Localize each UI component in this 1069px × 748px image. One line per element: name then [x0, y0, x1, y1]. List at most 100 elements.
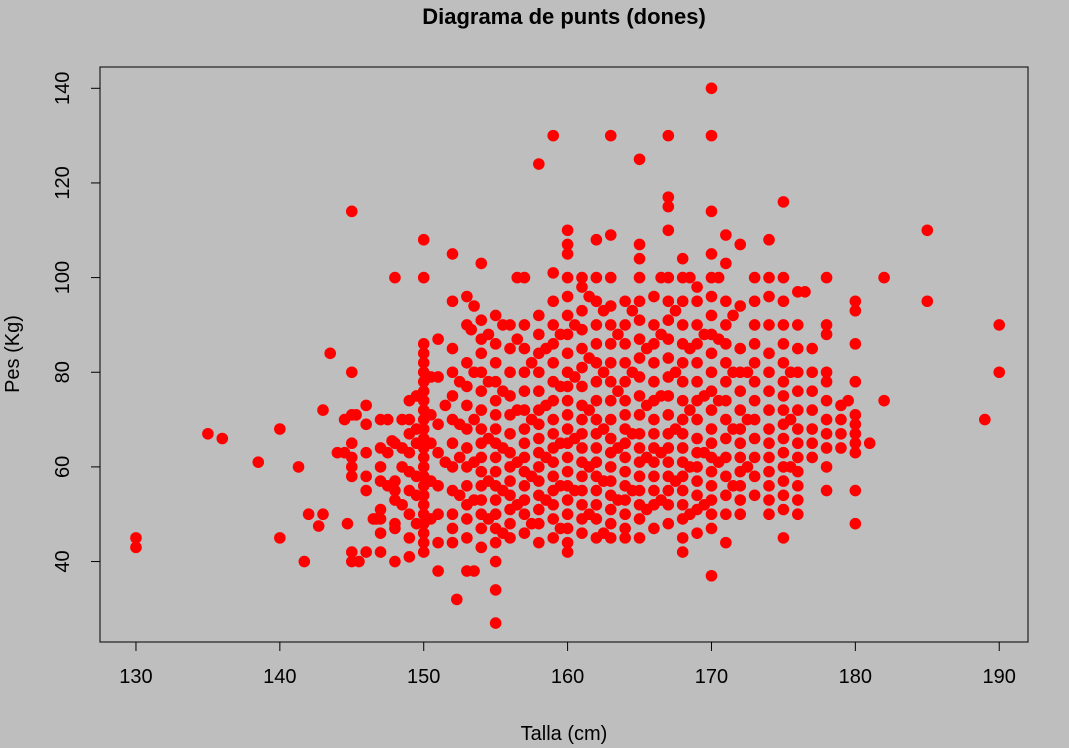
data-point — [633, 314, 646, 326]
data-point — [705, 290, 718, 303]
data-point — [720, 375, 732, 388]
data-point — [662, 295, 675, 308]
data-point — [835, 442, 847, 454]
data-point — [461, 532, 473, 544]
data-point — [662, 390, 675, 402]
data-point — [533, 503, 545, 516]
data-point — [741, 461, 754, 473]
data-point — [489, 451, 502, 464]
data-point — [820, 427, 833, 440]
data-point — [489, 494, 502, 506]
data-point — [799, 285, 811, 298]
data-point — [633, 390, 646, 402]
data-point — [648, 319, 660, 331]
data-point — [446, 390, 459, 402]
data-point — [381, 413, 394, 426]
data-point — [345, 437, 358, 450]
data-point — [381, 446, 394, 459]
data-point — [676, 356, 689, 369]
data-point — [748, 394, 761, 407]
data-point — [504, 517, 516, 530]
data-point — [684, 404, 696, 416]
data-point — [748, 470, 761, 483]
data-point — [748, 356, 761, 369]
data-point — [633, 252, 646, 265]
data-point — [590, 338, 603, 350]
data-point — [791, 494, 804, 506]
data-point — [820, 413, 833, 426]
data-point — [734, 451, 747, 464]
data-point — [604, 300, 617, 312]
data-point — [451, 593, 463, 606]
data-point — [425, 409, 437, 421]
data-point — [777, 489, 790, 502]
data-point — [835, 427, 847, 440]
data-point — [403, 508, 416, 521]
data-point — [691, 461, 703, 473]
data-point — [345, 205, 358, 218]
data-point — [691, 338, 703, 350]
data-point — [518, 451, 531, 464]
data-point — [417, 423, 430, 435]
data-point — [518, 437, 531, 450]
data-point — [705, 248, 718, 260]
data-point — [475, 347, 488, 360]
data-point — [676, 394, 689, 407]
data-point — [561, 328, 574, 341]
data-point — [568, 371, 581, 383]
data-point — [763, 451, 775, 464]
data-point — [533, 517, 545, 530]
data-point — [518, 480, 531, 492]
data-point — [475, 541, 488, 554]
data-point — [489, 338, 502, 350]
data-point — [820, 366, 833, 379]
data-point — [432, 480, 444, 492]
data-point — [633, 409, 646, 421]
data-point — [734, 423, 747, 435]
data-point — [518, 319, 531, 331]
data-point — [489, 394, 502, 407]
data-point — [734, 494, 747, 506]
data-point — [763, 494, 775, 506]
data-point — [489, 423, 502, 435]
data-point — [619, 532, 631, 544]
data-point — [389, 522, 401, 535]
data-point — [676, 532, 689, 544]
data-point — [561, 546, 574, 558]
data-point — [648, 427, 660, 440]
data-point — [547, 338, 560, 350]
data-point — [705, 129, 718, 142]
data-point — [446, 248, 459, 260]
data-point — [417, 233, 430, 246]
data-point — [576, 484, 588, 497]
data-point — [292, 461, 305, 473]
data-point — [432, 536, 444, 549]
data-point — [842, 394, 854, 407]
data-point — [849, 517, 862, 530]
data-point — [662, 517, 675, 530]
data-point — [561, 271, 574, 284]
data-point — [691, 527, 703, 539]
data-point — [475, 451, 488, 464]
data-point — [777, 432, 790, 445]
data-point — [633, 427, 646, 440]
data-point — [820, 461, 833, 473]
data-point — [590, 295, 603, 308]
data-point — [547, 532, 560, 544]
data-point — [604, 356, 617, 369]
data-point — [691, 375, 703, 388]
data-point — [734, 342, 747, 355]
data-point — [590, 375, 603, 388]
data-point — [849, 446, 862, 459]
data-point — [461, 513, 473, 525]
data-point — [446, 437, 459, 450]
data-point — [533, 328, 545, 341]
data-point — [662, 191, 675, 203]
data-point — [662, 224, 675, 237]
data-point — [604, 229, 617, 241]
data-point — [374, 527, 387, 539]
data-point — [360, 546, 372, 558]
data-point — [417, 338, 430, 350]
data-point — [691, 281, 703, 293]
data-point — [720, 470, 732, 483]
